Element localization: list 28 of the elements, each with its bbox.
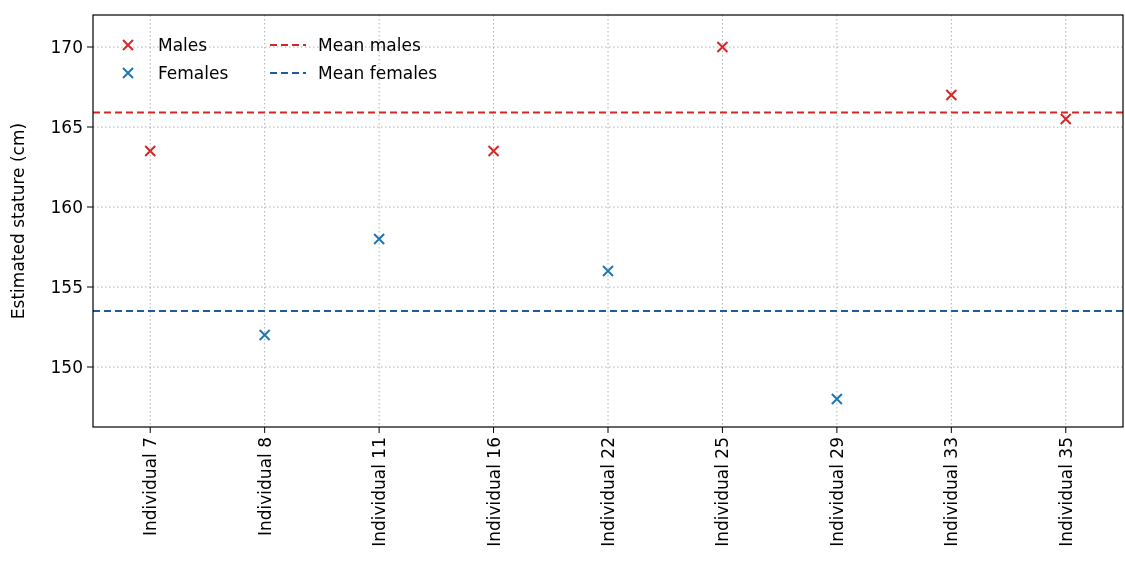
point — [945, 89, 958, 101]
x-tick-label: Individual 33 — [941, 437, 962, 547]
y-tick-label: 150 — [50, 356, 83, 377]
x-tick-label: Individual 25 — [712, 437, 733, 547]
legend-label: Females — [158, 62, 229, 83]
point — [487, 145, 500, 157]
x-tick-label: Individual 29 — [826, 437, 847, 547]
x-tick-label: Individual 11 — [369, 437, 390, 547]
x-tick-label: Individual 8 — [254, 437, 275, 537]
x-tick-label: Individual 22 — [597, 437, 618, 547]
point — [144, 145, 157, 157]
point — [602, 265, 614, 277]
point — [830, 393, 843, 405]
y-tick-label: 170 — [50, 36, 83, 57]
y-tick-label: 160 — [50, 196, 83, 217]
y-tick-label: 165 — [50, 116, 83, 137]
x-tick-label: Individual 7 — [140, 437, 161, 537]
y-axis-title: Estimated stature (cm) — [8, 122, 28, 320]
x-tick-label: Individual 35 — [1055, 437, 1076, 547]
point — [1059, 113, 1072, 125]
legend-label: Mean males — [318, 34, 421, 55]
legend-label: Males — [158, 34, 208, 55]
point — [373, 233, 386, 245]
x-tick-label: Individual 16 — [483, 437, 504, 547]
y-tick-label: 155 — [50, 276, 83, 297]
legend-label: Mean females — [318, 62, 438, 83]
point — [716, 41, 729, 53]
point — [258, 329, 271, 341]
